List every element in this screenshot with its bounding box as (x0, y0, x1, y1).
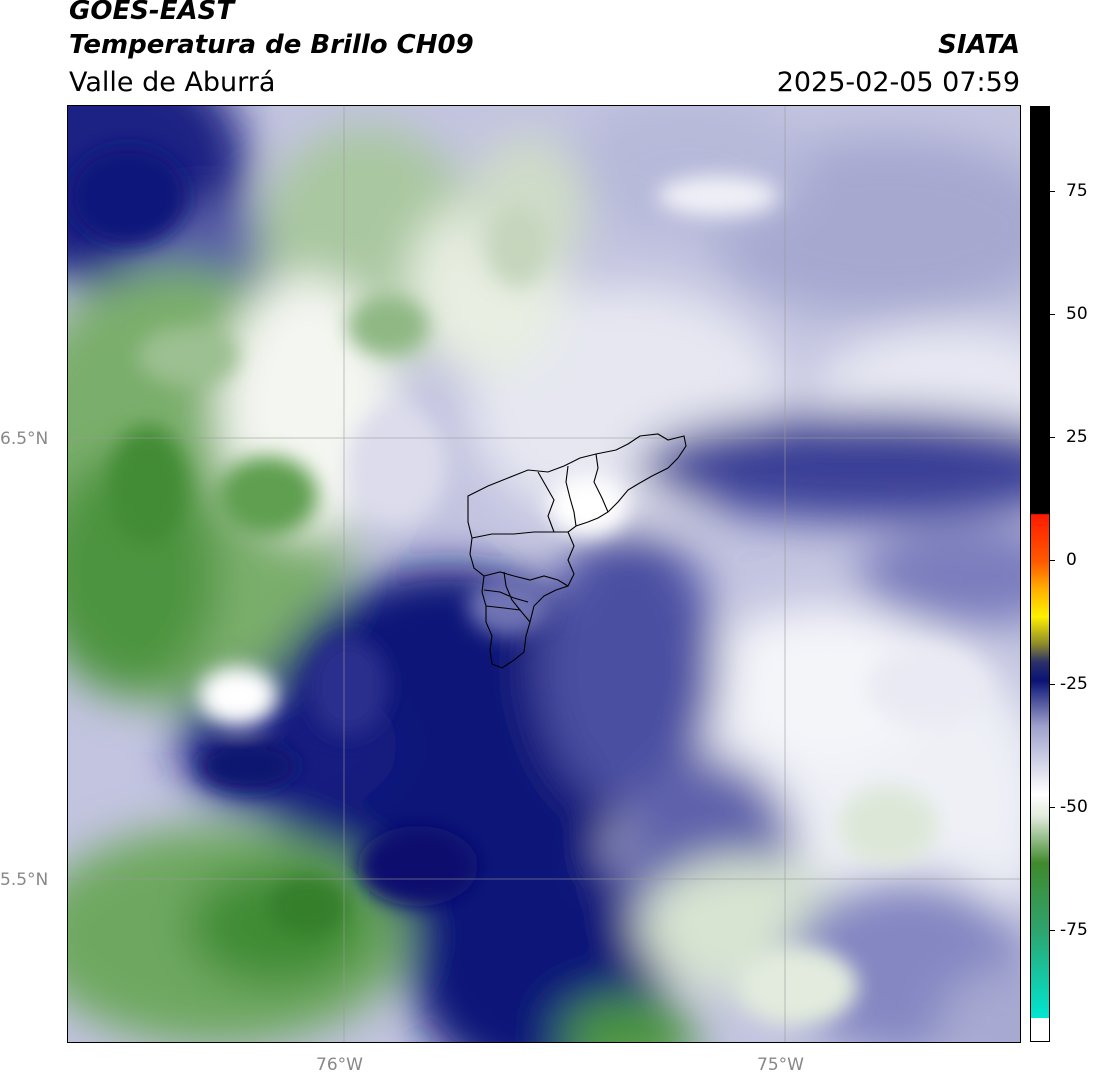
cloud-field (68, 106, 1020, 1042)
timestamp-label: 2025-02-05 07:59 (776, 67, 1020, 98)
satellite-title: GOES-EAST (69, 0, 235, 26)
colorbar-label-75: 75 (1066, 181, 1088, 201)
region-subtitle: Valle de Aburrá (69, 67, 276, 98)
colorbar-label-minus-50: -50 (1060, 797, 1088, 817)
organization-title: SIATA (938, 30, 1020, 60)
colorbar-label-minus-75: -75 (1060, 920, 1088, 940)
colorbar-label-25: 25 (1066, 427, 1088, 447)
lat-label-6-5n: 6.5°N (0, 429, 49, 449)
temperature-colorbar (1030, 106, 1050, 1042)
lat-label-5-5n: 5.5°N (0, 870, 49, 890)
gridlines (68, 106, 1020, 1042)
product-title: Temperatura de Brillo CH09 (69, 30, 474, 60)
colorbar-label-minus-25: -25 (1060, 674, 1088, 694)
lon-label-75w: 75°W (757, 1055, 804, 1075)
colorbar-label-50: 50 (1066, 304, 1088, 324)
lon-label-76w: 76°W (316, 1055, 363, 1075)
valle-de-aburra-boundaries (467, 433, 687, 669)
colorbar-label-0: 0 (1066, 550, 1077, 570)
brightness-temperature-map (68, 106, 1020, 1042)
